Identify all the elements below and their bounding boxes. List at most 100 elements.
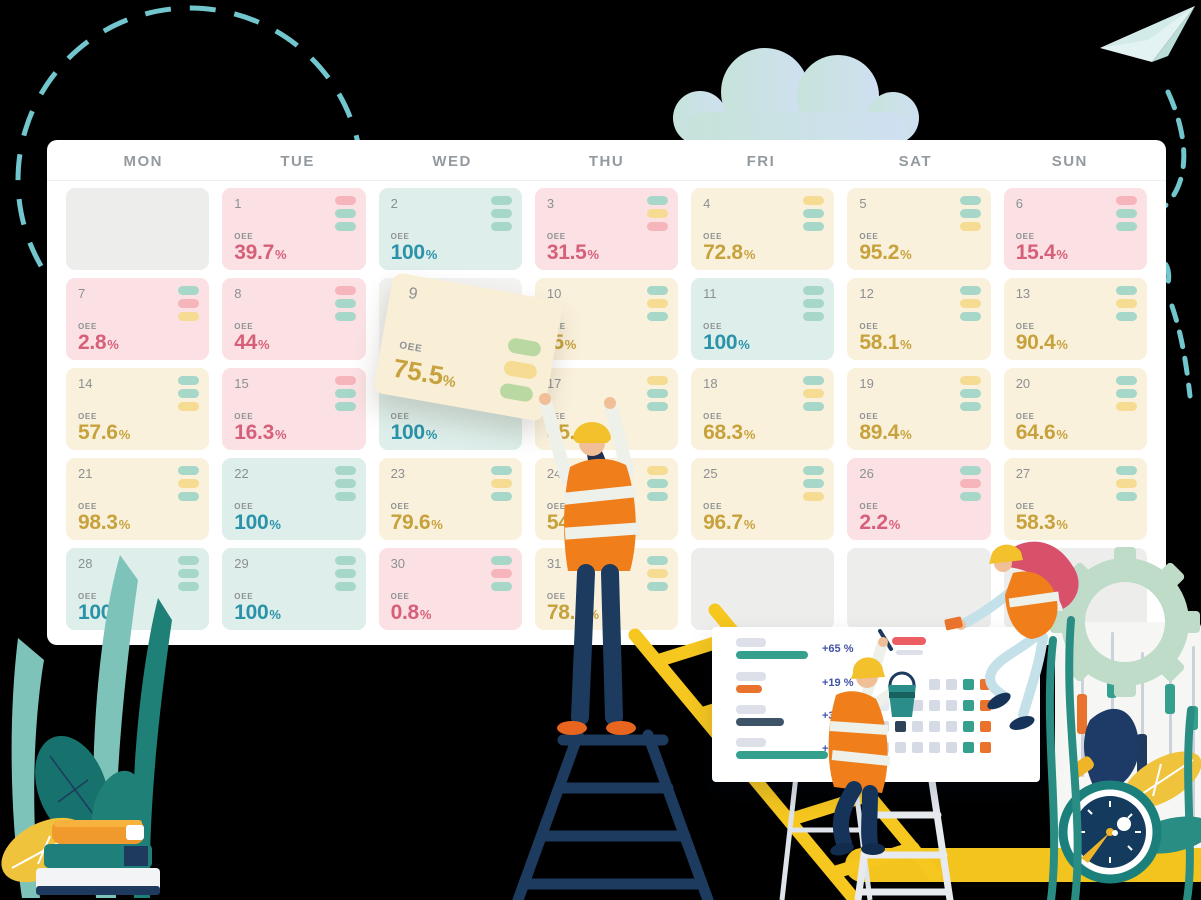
calendar-day-1[interactable]: 1 OEE 39.7% xyxy=(222,188,366,270)
status-pill-mint xyxy=(803,479,825,488)
oee-value: 58.3% xyxy=(1015,511,1068,534)
oee-label: OEE xyxy=(703,412,723,421)
status-pill-mint xyxy=(334,466,356,475)
calendar-day-22[interactable]: 22 OEE 100% xyxy=(222,458,366,540)
calendar-empty-cell xyxy=(847,548,991,630)
oee-label: OEE xyxy=(703,502,723,511)
oee-label: OEE xyxy=(546,232,566,241)
calendar-day-29[interactable]: 29 OEE 100% xyxy=(222,548,366,630)
day-number: 8 xyxy=(234,286,242,301)
status-pills xyxy=(1116,286,1137,321)
calendar-day-12[interactable]: 12 OEE 58.1% xyxy=(847,278,991,360)
oee-label: OEE xyxy=(78,592,97,601)
day-number: 23 xyxy=(390,466,406,481)
oee-label: OEE xyxy=(859,322,879,331)
status-pill-mint xyxy=(178,286,200,295)
light-leaf-icon xyxy=(11,638,44,898)
grid-square-orange xyxy=(980,721,991,732)
calendar-day-27[interactable]: 27 OEE 58.3% xyxy=(1003,458,1147,540)
day-number: 1 xyxy=(234,196,242,211)
calendar-day-8[interactable]: 8 OEE 44% xyxy=(222,278,366,360)
oee-label: OEE xyxy=(546,592,566,601)
oee-label: OEE xyxy=(859,502,879,511)
day-number: 3 xyxy=(546,196,555,211)
status-pill-mint xyxy=(647,312,669,321)
status-pill-gold xyxy=(647,209,669,218)
calendar-day-26[interactable]: 26 OEE 2.2% xyxy=(847,458,991,540)
status-pills xyxy=(1116,466,1137,501)
day-number: 7 xyxy=(78,286,86,301)
status-pill-mint xyxy=(803,299,825,308)
calendar-day-25[interactable]: 25 OEE 96.7% xyxy=(691,458,835,540)
status-pill-mint xyxy=(178,569,200,578)
status-pill-pink xyxy=(334,196,356,205)
calendar-day-15[interactable]: 15 OEE 16.3% xyxy=(222,368,366,450)
paper-plane-icon xyxy=(1100,6,1195,62)
status-pill-mint xyxy=(490,222,512,231)
status-pill-green xyxy=(506,337,542,358)
status-pill-mint xyxy=(1116,389,1137,398)
calendar-day-14[interactable]: 14 OEE 57.6% xyxy=(66,368,210,450)
calendar-day-21[interactable]: 21 OEE 98.3% xyxy=(66,458,210,540)
status-pill-gold xyxy=(959,222,981,231)
left-plant-and-books xyxy=(1,555,172,898)
candle-orange xyxy=(1077,694,1087,734)
calendar-day-3[interactable]: 3 OEE 31.5% xyxy=(534,188,679,270)
calendar-day-7[interactable]: 7 OEE 2.8% xyxy=(66,278,210,360)
grid-square-gray xyxy=(946,700,957,711)
status-pill-mint xyxy=(647,286,669,295)
day-number: 15 xyxy=(234,376,249,391)
status-pill-mint xyxy=(959,492,981,501)
paint-bucket-icon xyxy=(888,671,916,717)
calendar-day-2[interactable]: 2 OEE 100% xyxy=(378,188,522,270)
calendar-day-11[interactable]: 11 OEE 100% xyxy=(691,278,835,360)
candle-navy xyxy=(1137,734,1147,782)
oee-label: OEE xyxy=(234,502,254,511)
status-pill-mint xyxy=(1116,286,1137,295)
grid-square-navy xyxy=(895,721,906,732)
oee-value: 58.1% xyxy=(859,331,912,354)
calendar-day-6[interactable]: 6 OEE 15.4% xyxy=(1003,188,1147,270)
oee-value: 75.5% xyxy=(390,352,458,392)
calendar-day-10[interactable]: 10OEE.5% xyxy=(534,278,679,360)
status-pills xyxy=(334,466,356,501)
status-pill-mint xyxy=(959,389,981,398)
calendar-day-5[interactable]: 5 OEE 95.2% xyxy=(847,188,991,270)
day-number: 6 xyxy=(1015,196,1023,211)
safety-vest xyxy=(1005,571,1058,639)
status-pill-pink xyxy=(1116,196,1137,205)
status-pills xyxy=(803,196,825,231)
orange-block-icon xyxy=(944,616,963,631)
calendar-day-4[interactable]: 4 OEE 72.8% xyxy=(691,188,835,270)
progress-bar-group: +65 % xyxy=(736,638,854,659)
calendar-day-13[interactable]: 13 OEE 90.4% xyxy=(1003,278,1147,360)
red-progress-bar xyxy=(892,637,926,645)
calendar-day-23[interactable]: 23 OEE 79.6% xyxy=(378,458,522,540)
day-number: 9 xyxy=(407,284,419,304)
status-pill-pink xyxy=(959,479,981,488)
status-pills xyxy=(959,466,981,501)
calendar-day-18[interactable]: 18 OEE 68.3% xyxy=(691,368,835,450)
bar-fill xyxy=(736,651,808,659)
calendar-weekday-header: MON TUE WED THU FRI SAT SUN xyxy=(47,140,1166,181)
status-pills xyxy=(647,556,669,591)
day-number: 31 xyxy=(546,556,562,571)
grid-square-orange xyxy=(980,700,991,711)
day-number: 26 xyxy=(859,466,874,481)
calendar-day-19[interactable]: 19 OEE 89.4% xyxy=(847,368,991,450)
oee-value: 100% xyxy=(703,331,750,354)
calendar-day-20[interactable]: 20 OEE 64.6% xyxy=(1003,368,1147,450)
oee-value: 0.8% xyxy=(390,601,432,624)
bar-track xyxy=(736,672,766,681)
status-pill-mint xyxy=(1116,209,1137,218)
calendar-day-30[interactable]: 30 OEE 0.8% xyxy=(378,548,522,630)
status-pill-pink xyxy=(334,286,356,295)
status-pill-gold xyxy=(178,312,200,321)
grid-square-gray xyxy=(929,679,940,690)
status-pill-mint xyxy=(178,376,200,385)
status-pill-mint xyxy=(647,479,669,488)
status-pill-mint xyxy=(334,299,356,308)
grid-square-teal xyxy=(963,679,974,690)
status-pill-mint xyxy=(959,286,981,295)
